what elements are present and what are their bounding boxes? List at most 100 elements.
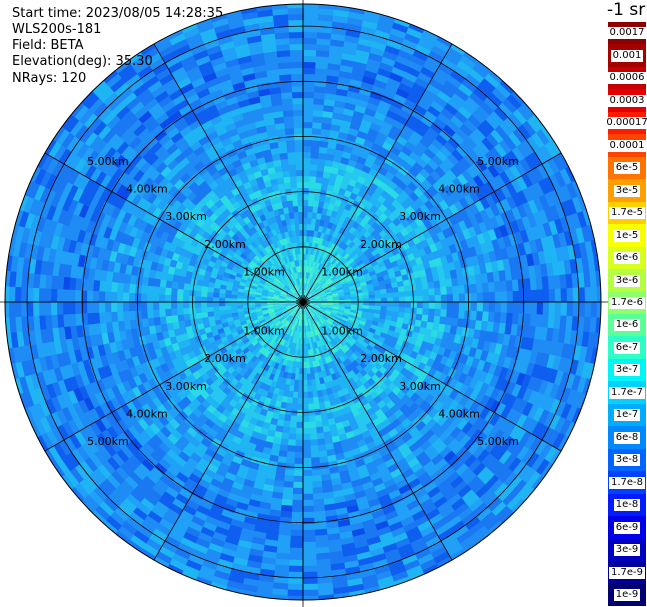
range-gate-cell (169, 444, 183, 457)
range-gate-cell (130, 397, 142, 411)
range-gate-cell (318, 456, 329, 464)
range-gate-cell (278, 304, 286, 308)
range-gate-cell (450, 43, 467, 57)
range-gate-cell (360, 81, 375, 92)
range-gate-cell (394, 505, 410, 517)
range-gate-cell (296, 325, 300, 333)
range-gate-cell (386, 515, 401, 527)
range-gate-cell (82, 230, 93, 245)
range-gate-cell (590, 302, 598, 319)
range-gate-cell (289, 310, 295, 316)
range-gate-cell (511, 442, 525, 459)
range-gate-cell (371, 84, 386, 96)
range-gate-cell (263, 477, 275, 487)
range-gate-cell (303, 49, 318, 57)
range-gate-cell (289, 535, 303, 543)
range-gate-cell (109, 510, 126, 527)
range-gate-cell (447, 136, 461, 150)
range-gate-cell (499, 120, 514, 137)
range-gate-cell (398, 82, 414, 94)
range-gate-cell (77, 412, 90, 429)
range-gate-cell (38, 355, 48, 372)
range-gate-cell (381, 161, 393, 172)
range-gate-cell (195, 317, 204, 325)
range-gate-cell (399, 130, 412, 142)
range-gate-cell (367, 331, 375, 338)
range-gate-cell (198, 328, 206, 336)
range-gate-cell (271, 316, 278, 322)
range-gate-cell (284, 299, 292, 301)
range-gate-cell (302, 391, 309, 399)
range-gate-cell (147, 276, 155, 287)
range-gate-cell (221, 378, 231, 388)
range-gate-cell (484, 206, 496, 220)
range-gate-cell (171, 280, 179, 289)
range-gate-cell (401, 468, 415, 480)
range-gate-cell (283, 313, 290, 319)
range-gate-cell (362, 13, 381, 25)
range-gate-cell (316, 365, 322, 374)
range-gate-cell (456, 418, 469, 432)
range-gate-cell (230, 290, 238, 296)
range-gate-cell (59, 223, 70, 239)
range-gate-cell (319, 292, 326, 296)
range-gate-cell (302, 541, 316, 549)
range-gate-cell (303, 91, 315, 99)
range-gate-cell (273, 342, 279, 350)
range-gate-cell (174, 424, 187, 437)
range-gate-cell (489, 375, 500, 389)
range-gate-cell (5, 300, 10, 318)
range-gate-cell (536, 302, 544, 316)
range-gate-cell (96, 481, 113, 498)
range-gate-cell (308, 278, 312, 286)
range-gate-cell (255, 289, 263, 294)
range-gate-cell (77, 398, 90, 414)
range-gate-cell (365, 63, 381, 74)
range-gate-cell (303, 277, 306, 285)
range-gate-cell (8, 300, 16, 318)
range-gate-cell (315, 249, 321, 257)
range-gate-cell (120, 403, 132, 417)
range-gate-cell (380, 288, 388, 295)
range-gate-cell (322, 284, 329, 289)
range-gate-cell (314, 322, 320, 329)
range-gate-cell (260, 322, 268, 329)
range-gate-cell (45, 204, 57, 221)
range-gate-cell (303, 181, 310, 189)
range-gate-cell (312, 121, 323, 129)
range-gate-cell (453, 480, 468, 495)
range-gate-cell (349, 337, 357, 345)
range-gate-cell (371, 277, 379, 284)
range-gate-cell (120, 391, 132, 405)
range-gate-cell (302, 385, 308, 393)
range-gate-cell (327, 302, 334, 304)
range-gate-cell (274, 552, 290, 561)
range-gate-cell (341, 243, 349, 251)
range-gate-cell (311, 310, 317, 316)
range-gate-cell (254, 299, 262, 302)
range-gate-cell (312, 109, 324, 118)
range-gate-cell (11, 223, 20, 241)
range-gate-cell (422, 308, 430, 316)
range-gate-cell (200, 290, 208, 297)
range-gate-cell (278, 316, 285, 322)
range-gate-cell (235, 469, 248, 480)
range-gate-cell (404, 526, 421, 539)
range-gate-cell (251, 319, 260, 325)
range-gate-cell (170, 287, 178, 296)
range-gate-cell (263, 440, 274, 450)
range-gate-cell (126, 202, 138, 215)
range-gate-cell (310, 223, 316, 231)
range-gate-cell (226, 316, 234, 323)
range-gate-cell (123, 319, 132, 331)
range-gate-cell (563, 358, 574, 375)
range-gate-cell (308, 302, 316, 304)
range-gate-cell (56, 301, 64, 315)
range-gate-cell (32, 314, 41, 331)
range-gate-cell (496, 354, 507, 368)
range-gate-cell (548, 220, 559, 237)
range-gate-cell (78, 203, 90, 219)
range-gate-cell (557, 260, 567, 277)
range-gate-cell (102, 225, 113, 239)
